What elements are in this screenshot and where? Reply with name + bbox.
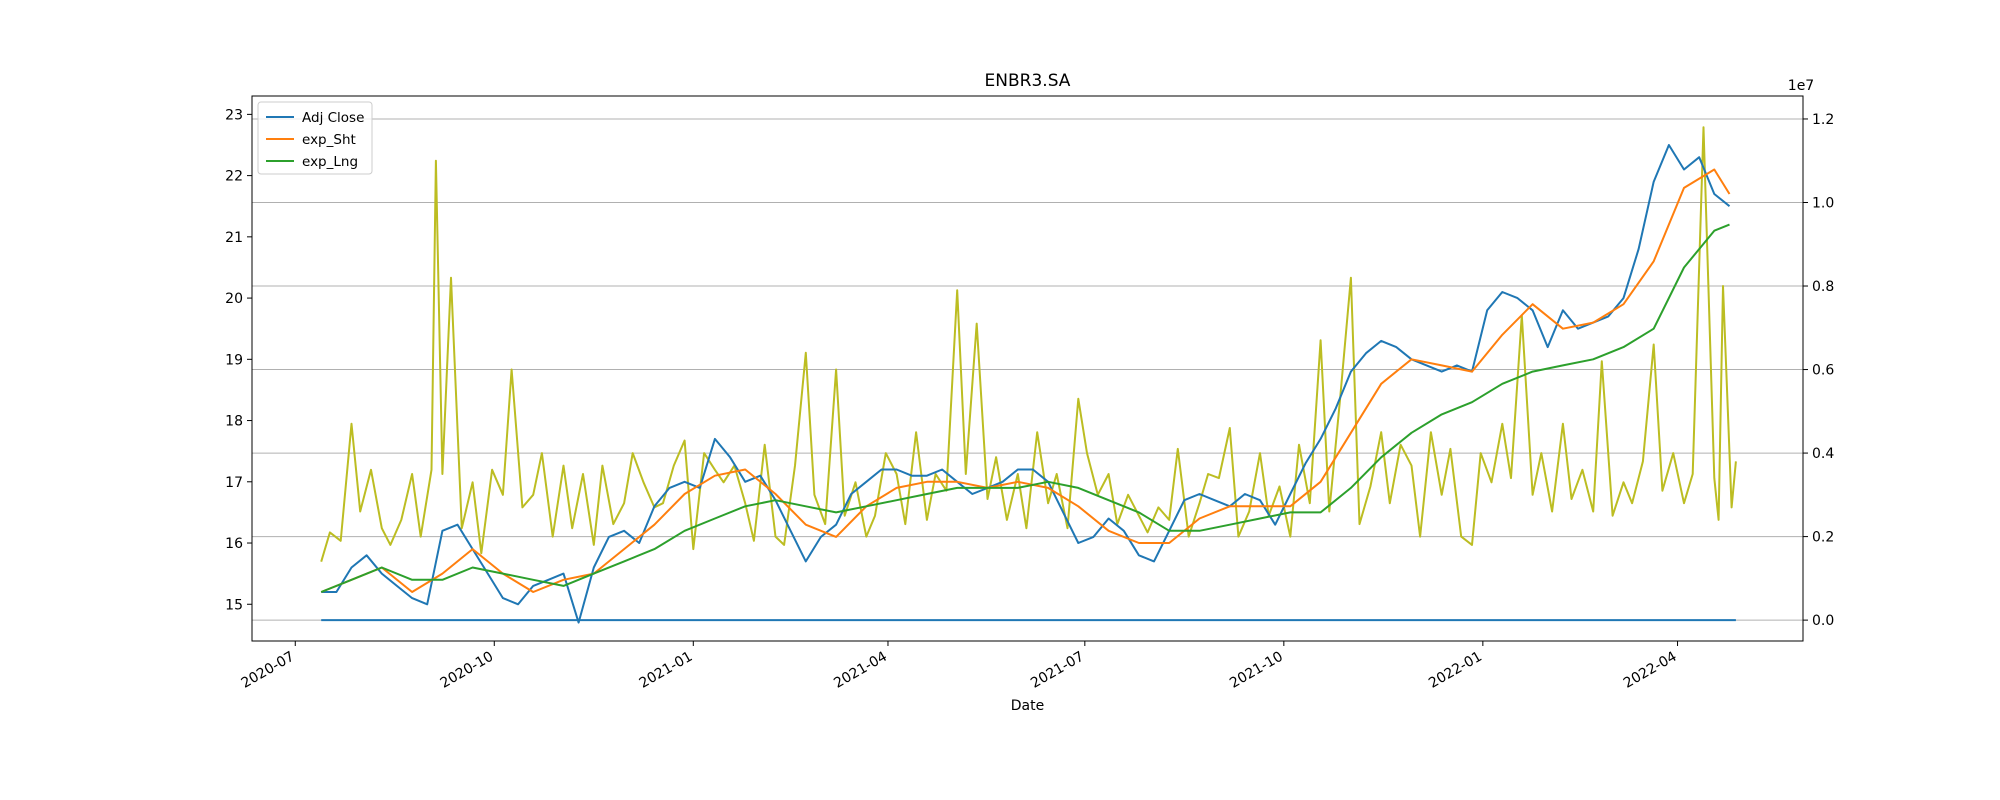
y-tick-label: 16 — [225, 536, 243, 552]
y-tick-label: 17 — [225, 475, 243, 491]
series-line-adj-close — [321, 144, 1731, 624]
y-tick-label: 21 — [225, 230, 243, 246]
series-lines — [320, 126, 1737, 624]
legend-label: exp_Sht — [302, 132, 356, 148]
legend: Adj Close exp_Sht exp_Lng — [257, 101, 373, 175]
y-tick-label: 20 — [225, 291, 243, 307]
y-tick-label: 23 — [225, 107, 243, 123]
y2-tick-label: 0.2 — [1812, 530, 1834, 546]
series-line-exp-lng — [320, 223, 1730, 593]
y-tick-label: 22 — [225, 169, 243, 185]
x-axis-label: Date — [1011, 698, 1044, 714]
y2-tick-label: 0.6 — [1812, 363, 1834, 379]
y2-tick-label: 0.0 — [1812, 613, 1834, 629]
y2-tick-label: 1.2 — [1812, 112, 1834, 128]
series-line-3 — [320, 126, 1737, 562]
y-tick-label: 19 — [225, 352, 243, 368]
y2-tick-label: 0.4 — [1812, 446, 1834, 462]
plot-frame — [251, 95, 1804, 642]
legend-label: Adj Close — [302, 110, 364, 126]
y-axis-right: 0.0 0.2 0.4 0.6 0.8 1.0 1.2 — [1803, 112, 1834, 629]
legend-label: exp_Lng — [302, 154, 358, 170]
chart-title: ENBR3.SA — [985, 71, 1071, 91]
y-tick-label: 15 — [225, 597, 243, 613]
y2-axis-offset-label: 1e7 — [1788, 78, 1814, 94]
legend-box — [257, 101, 373, 175]
y-tick-label: 18 — [225, 414, 243, 430]
y2-tick-label: 0.8 — [1812, 279, 1834, 295]
y-axis-left: 15 16 17 18 19 20 21 22 23 — [225, 107, 252, 613]
y2-tick-label: 1.0 — [1812, 195, 1834, 211]
